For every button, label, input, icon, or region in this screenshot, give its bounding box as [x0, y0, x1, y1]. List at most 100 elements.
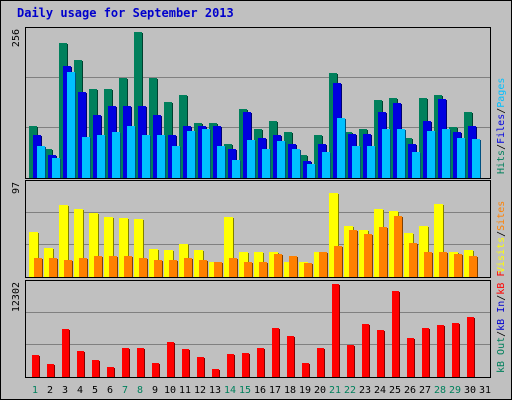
- day-label: 3: [62, 385, 68, 396]
- bar-pages: [247, 140, 255, 178]
- bar-pages: [337, 118, 345, 178]
- bar-kb-f: [302, 363, 309, 377]
- bar-visits: [284, 262, 293, 277]
- legend-visits-sites: Visits/Sites: [496, 201, 507, 273]
- bar-pages: [112, 132, 120, 178]
- bar-pages: [97, 135, 105, 178]
- bar-kb-f: [317, 348, 324, 377]
- bar-visits: [224, 217, 233, 277]
- bar-kb-f: [182, 349, 189, 377]
- bar-kb-f: [242, 353, 249, 377]
- bar-pages: [232, 160, 240, 178]
- day-label: 10: [164, 385, 176, 396]
- bar-visits: [209, 262, 218, 277]
- bar-kb-f: [407, 338, 414, 377]
- bar-sites: [424, 252, 432, 277]
- bar-pages: [127, 126, 135, 178]
- bar-visits: [434, 204, 443, 277]
- day-label: 25: [389, 385, 401, 396]
- bar-kb-f: [422, 328, 429, 377]
- bar-visits: [74, 209, 83, 277]
- bar-pages: [397, 129, 405, 178]
- day-label: 24: [374, 385, 386, 396]
- day-label: 21: [329, 385, 341, 396]
- bar-pages: [382, 129, 390, 178]
- bar-kb-f: [377, 330, 384, 377]
- bar-kb-f: [272, 328, 279, 377]
- bar-pages: [442, 129, 450, 178]
- bar-pages: [277, 141, 285, 178]
- bar-kb-f: [152, 363, 159, 377]
- day-label: 5: [92, 385, 98, 396]
- bar-pages: [217, 146, 225, 178]
- day-label: 16: [254, 385, 266, 396]
- bar-sites: [349, 230, 357, 277]
- bar-visits: [419, 226, 428, 277]
- legend-item: Files: [496, 114, 507, 144]
- legend-item: Pages: [496, 78, 507, 108]
- legend-item: Sites: [496, 201, 507, 231]
- bar-visits: [299, 262, 308, 277]
- bar-visits: [59, 205, 68, 277]
- bar-pages: [172, 146, 180, 178]
- day-label: 9: [152, 385, 158, 396]
- day-label: 29: [449, 385, 461, 396]
- day-label: 30: [464, 385, 476, 396]
- bar-visits: [104, 217, 113, 277]
- legend-item: /: [496, 295, 507, 301]
- bar-pages: [262, 149, 270, 178]
- bar-visits: [239, 252, 248, 277]
- chart-title: Daily usage for September 2013: [17, 6, 234, 20]
- bar-kb-f: [62, 329, 69, 377]
- legend-item: kB Out: [496, 337, 507, 373]
- bar-kb-f: [467, 317, 474, 377]
- bar-sites: [289, 256, 297, 277]
- bar-kb-f: [77, 351, 84, 377]
- day-label: 14: [224, 385, 236, 396]
- legend-item: Hits: [496, 150, 507, 174]
- bar-visits: [254, 252, 263, 277]
- bar-sites: [184, 258, 192, 277]
- bar-visits: [314, 252, 323, 277]
- bar-kb-f: [347, 345, 354, 377]
- day-label: 26: [404, 385, 416, 396]
- day-label: 22: [344, 385, 356, 396]
- legend-item: /: [496, 108, 507, 114]
- bar-visits: [359, 230, 368, 277]
- bar-pages: [367, 146, 375, 178]
- bar-sites: [49, 258, 57, 277]
- legend-item: kB F: [496, 271, 507, 295]
- bar-sites: [454, 254, 462, 277]
- day-label: 28: [434, 385, 446, 396]
- day-label: 31: [479, 385, 491, 396]
- bar-sites: [409, 243, 417, 277]
- legend-item: /: [496, 331, 507, 337]
- bar-pages: [187, 131, 195, 178]
- day-label: 6: [107, 385, 113, 396]
- bar-kb-f: [287, 336, 294, 377]
- y-max-label: 12302: [11, 282, 22, 312]
- day-label: 7: [122, 385, 128, 396]
- bar-kb-f: [257, 348, 264, 377]
- y-max-label: 97: [11, 182, 22, 194]
- day-label: 15: [239, 385, 251, 396]
- day-label: 2: [47, 385, 53, 396]
- bar-pages: [52, 158, 60, 178]
- bar-kb-f: [437, 325, 444, 377]
- bar-pages: [67, 72, 75, 178]
- bar-kb-f: [32, 355, 39, 377]
- bar-sites: [379, 227, 387, 277]
- legend-item: /: [496, 144, 507, 150]
- bar-sites: [109, 256, 117, 277]
- bar-sites: [229, 258, 237, 277]
- legend-item: kB In: [496, 301, 507, 331]
- bar-sites: [94, 256, 102, 277]
- bar-sites: [319, 252, 327, 277]
- bar-visits: [149, 249, 158, 277]
- bar-visits: [269, 252, 278, 277]
- bar-sites: [469, 256, 477, 277]
- bar-kb-f: [167, 342, 174, 377]
